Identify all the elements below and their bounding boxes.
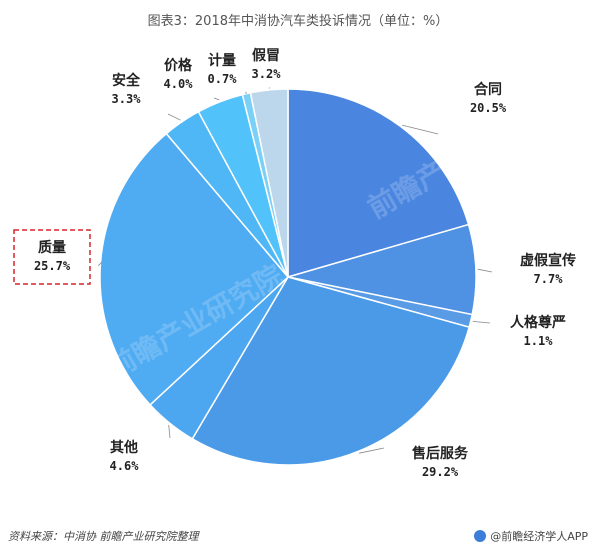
slice-label-9: 假冒	[252, 47, 280, 64]
slice-value-9: 3.2%	[252, 67, 282, 81]
slice-value-5: 25.7%	[34, 259, 71, 273]
slice-value-4: 4.6%	[110, 459, 140, 473]
slice-label-6: 安全	[112, 72, 141, 89]
slice-label-2: 人格尊严	[510, 314, 566, 331]
slice-label-4: 其他	[110, 439, 138, 456]
leader-line-1	[477, 268, 493, 273]
pie-slice-5	[99, 132, 290, 406]
slice-value-3: 29.2%	[422, 465, 459, 479]
leader-line-7	[213, 97, 220, 101]
leader-line-4	[168, 424, 171, 439]
footer-brand-text: @前瞻经济学人APP	[490, 530, 588, 543]
leader-line-3	[359, 447, 385, 454]
slice-label-0: 合同	[474, 81, 502, 98]
leader-line-2	[472, 321, 491, 324]
slice-value-6: 3.3%	[112, 92, 142, 106]
pie-slices	[99, 88, 477, 466]
pie-slice-3	[191, 276, 471, 466]
leader-line-0	[402, 124, 439, 135]
brand-logo-icon	[474, 530, 487, 542]
slice-value-0: 20.5%	[470, 101, 507, 115]
slice-value-8: 0.7%	[208, 72, 238, 86]
slice-labels: 合同 20.5% 虚假宣传 7.7% 人格尊严 1.1% 售后服务 29.2% 其他 4.6% 质量…	[34, 47, 576, 479]
slice-label-7: 价格	[164, 57, 193, 74]
slice-label-3: 售后服务	[411, 445, 469, 462]
slice-value-2: 1.1%	[524, 334, 554, 348]
footer-brand: @前瞻经济学人APP	[474, 528, 588, 544]
leader-line-6	[167, 113, 181, 121]
chart-title: 图表3：2018年中消协汽车类投诉情况（单位：%）	[147, 14, 449, 29]
leader-lines	[98, 87, 493, 454]
leader-line-5	[98, 261, 103, 266]
slice-value-1: 7.7%	[534, 272, 564, 286]
slice-label-5: 质量	[38, 239, 66, 256]
footer-source: 资料来源：中消协 前瞻产业研究院整理	[8, 530, 199, 543]
slice-label-8: 计量	[208, 52, 236, 69]
slice-label-1: 虚假宣传	[520, 252, 576, 269]
slice-value-7: 4.0%	[164, 77, 194, 91]
highlight-box	[13, 229, 91, 285]
pie-slice-0	[287, 88, 470, 278]
pie-slice-9	[249, 88, 289, 278]
